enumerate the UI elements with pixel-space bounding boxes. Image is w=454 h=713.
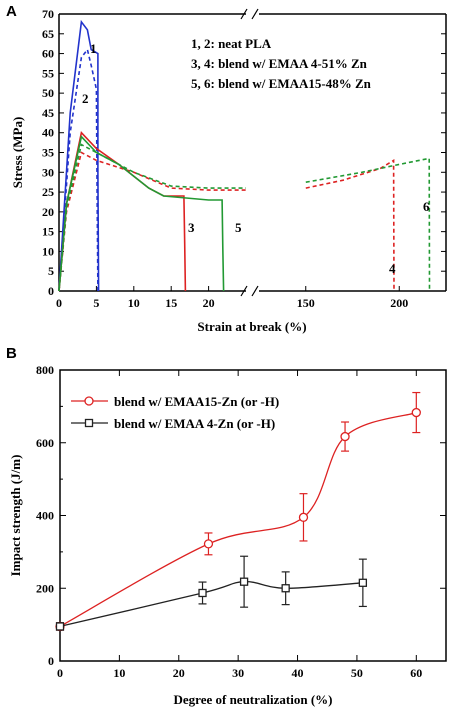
- panel-a-legend-entry: 5, 6: blend w/ EMAA15-48% Zn: [191, 76, 372, 91]
- panel-b-point-square: [281, 584, 290, 593]
- panel-a-letter: A: [6, 3, 17, 20]
- panel-a-axis-break-mark: [251, 285, 259, 297]
- panel-b-frame: [59, 369, 447, 662]
- panel-a-y-tick-label: 10: [42, 244, 54, 258]
- panel-b-legend-label: blend w/ EMAA 4-Zn (or -H): [114, 416, 275, 431]
- panel-a-y-tick-label: 0: [48, 284, 54, 298]
- panel-b-point-square: [55, 622, 65, 631]
- panel-a-curve-label-4: 4: [389, 261, 396, 276]
- panel-a-y-tick-label: 50: [42, 86, 54, 100]
- panel-a-y-tick-label: 5: [48, 264, 54, 278]
- panel-b-x-tick-label: 10: [113, 666, 125, 680]
- panel-b-point-circle: [340, 431, 350, 442]
- panel-a-legend-entry: 3, 4: blend w/ EMAA 4-51% Zn: [191, 56, 368, 71]
- panel-b-legend-marker: [84, 396, 94, 406]
- panel-a-x-tick-label: 20: [203, 296, 215, 310]
- panel-a-y-tick-label: 35: [42, 146, 54, 160]
- panel-b-x-tick-label: 60: [410, 666, 422, 680]
- panel-a-curve-6: [58, 143, 246, 292]
- panel-b-point-square: [198, 588, 207, 598]
- panel-a-y-tick-label: 45: [42, 106, 54, 120]
- panel-b-y-axis-label: Impact strength (J/m): [8, 455, 23, 577]
- panel-b-series-line-1: [59, 411, 417, 627]
- panel-a-axis-break-mark: [240, 8, 248, 20]
- panel-a-curve-4: [305, 158, 395, 292]
- panel-a-curve-label-5: 5: [235, 220, 242, 235]
- panel-a-curve-label-6: 6: [423, 199, 430, 214]
- panel-b-y-tick-label: 0: [48, 654, 54, 668]
- panel-a-legend-entry: 1, 2: neat PLA: [191, 36, 272, 51]
- panel-b-point-square: [358, 578, 368, 587]
- panel-b-x-tick-label: 40: [292, 666, 304, 680]
- panel-b-point-square: [239, 577, 249, 586]
- panel-b-point-circle: [203, 539, 214, 549]
- panel-a-y-tick-label: 55: [42, 66, 54, 80]
- panel-a-y-tick-label: 65: [42, 27, 54, 41]
- panel-a-y-tick-label: 40: [42, 126, 54, 140]
- panel-b-y-tick-label: 400: [36, 509, 54, 523]
- panel-a-x-axis-label: Strain at break (%): [197, 319, 306, 334]
- panel-b-point-circle: [411, 407, 421, 418]
- panel-a-y-tick-label: 25: [42, 185, 54, 199]
- panel-b-point-circle: [298, 512, 309, 522]
- panel-a-y-tick-label: 20: [42, 205, 54, 219]
- panel-a-y-tick-label: 70: [42, 7, 54, 21]
- panel-a-x-tick-label: 200: [390, 296, 408, 310]
- panel-a-curve-label-1: 1: [90, 41, 97, 56]
- panel-a-curve-6: [305, 157, 431, 292]
- panel-a-y-tick-label: 15: [42, 225, 54, 239]
- panel-b-y-tick-label: 600: [36, 436, 54, 450]
- panel-b-legend-marker: [84, 418, 94, 428]
- panel-a-curve-4: [58, 151, 246, 292]
- panel-a-y-axis-label: Stress (MPa): [10, 117, 25, 189]
- panel-b-x-axis-label: Degree of neutralization (%): [174, 692, 333, 707]
- panel-b-y-tick-label: 200: [36, 581, 54, 595]
- panel-a-curve-label-3: 3: [188, 220, 195, 235]
- panel-a-x-tick-label: 15: [165, 296, 177, 310]
- panel-b: 0 200 400 600 800 0 10 20 30 40 50 60 Degree of neut…: [8, 363, 447, 707]
- panel-b-x-tick-label: 0: [57, 666, 63, 680]
- panel-a-x-tick-label: 5: [93, 296, 99, 310]
- panel-b-letter: B: [6, 345, 17, 362]
- panel-a-y-tick-label: 30: [42, 165, 54, 179]
- panel-a-axis-break-mark: [240, 285, 248, 297]
- panel-a-x-tick-label: 10: [128, 296, 140, 310]
- panel-a-x-tick-label: 150: [297, 296, 315, 310]
- panel-a-y-tick-label: 60: [42, 47, 54, 61]
- panel-a-curve-2: [58, 47, 99, 292]
- panel-b-legend-label: blend w/ EMAA15-Zn (or -H): [114, 394, 279, 409]
- panel-b-y-tick-label: 800: [36, 363, 54, 377]
- panel-b-x-tick-label: 30: [232, 666, 244, 680]
- panel-a-curve-5: [58, 135, 225, 292]
- panel-a-axis-break-mark: [251, 8, 259, 20]
- panel-b-x-tick-label: 20: [173, 666, 185, 680]
- panel-a-x-tick-label: 0: [56, 296, 62, 310]
- panel-b-x-tick-label: 50: [351, 666, 363, 680]
- panel-a-curve-label-2: 2: [82, 91, 89, 106]
- panel-b-series-line-2: [59, 581, 363, 628]
